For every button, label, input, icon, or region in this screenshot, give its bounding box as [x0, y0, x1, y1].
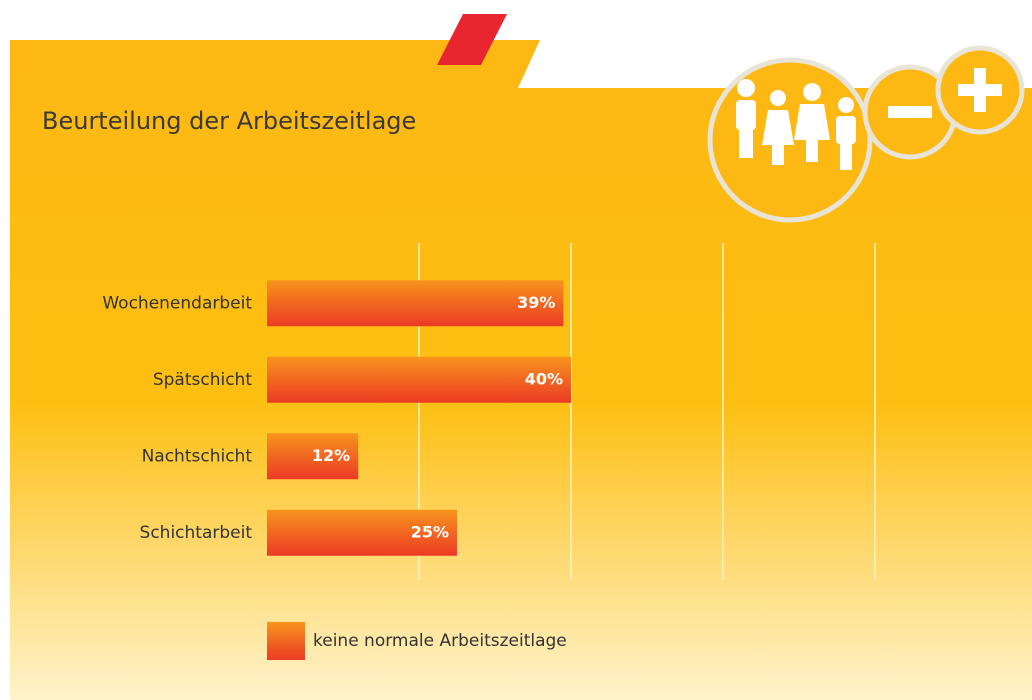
bar: [267, 356, 571, 403]
data-label: 39%: [517, 293, 555, 312]
legend-label: keine normale Arbeitszeitlage: [313, 631, 567, 651]
y-tick-label: Nachtschicht: [142, 446, 253, 466]
data-label: 40%: [525, 369, 563, 388]
legend-swatch: [267, 622, 305, 660]
chart-title: Beurteilung der Arbeitszeitlage: [42, 107, 416, 135]
accent: [437, 14, 507, 65]
y-tick-label: Spätschicht: [153, 370, 252, 390]
bar: [267, 509, 457, 556]
icon: [707, 45, 1025, 223]
data-label: 25%: [411, 522, 449, 541]
bar: [267, 433, 359, 480]
bar: [267, 280, 564, 327]
y-tick-label: Wochenendarbeit: [102, 293, 252, 313]
y-tick-label: Schichtarbeit: [140, 523, 253, 543]
data-label: 12%: [312, 446, 350, 465]
